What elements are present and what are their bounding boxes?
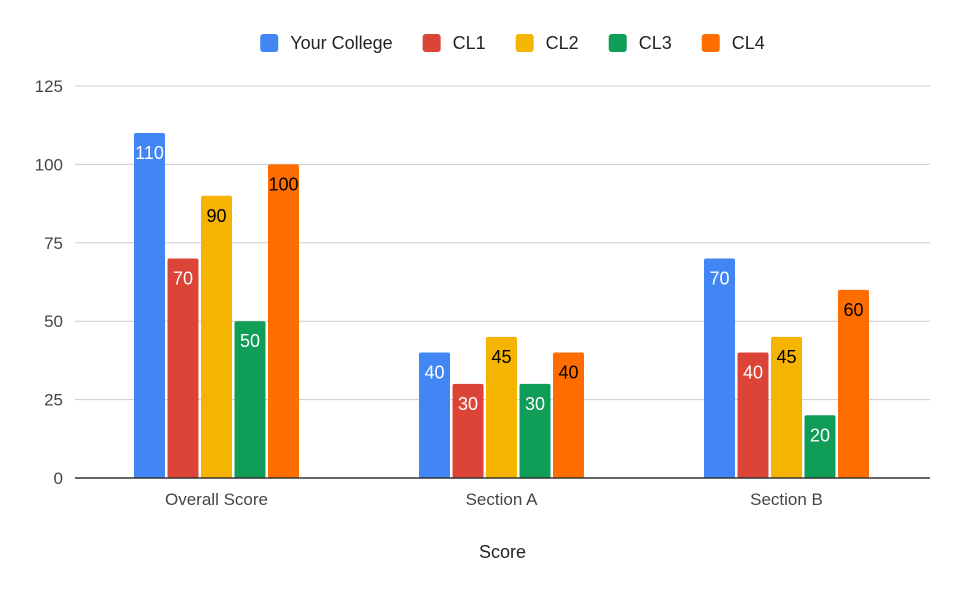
x-tick-label: Section A — [466, 490, 538, 509]
legend-label: CL1 — [453, 33, 486, 53]
bar-your-college — [419, 352, 450, 478]
bar-cl4 — [268, 164, 299, 478]
y-tick-label: 0 — [54, 469, 63, 488]
data-labels: 110 70 90 50 100 40 30 45 30 40 70 40 45 20 60 — [135, 143, 863, 445]
data-label: 30 — [458, 394, 478, 414]
legend-item-your-college[interactable]: Your College — [260, 33, 393, 53]
y-tick-label: 25 — [44, 391, 63, 410]
y-axis-ticks: 0 25 50 75 100 125 — [35, 77, 63, 488]
bar-cl4 — [838, 289, 869, 478]
data-label: 90 — [206, 206, 226, 226]
data-label: 45 — [776, 347, 796, 367]
legend-swatch — [701, 34, 720, 52]
bars — [134, 133, 869, 479]
bar-cl2 — [486, 336, 517, 478]
data-label: 40 — [558, 363, 578, 383]
data-label: 110 — [135, 143, 164, 163]
data-label: 100 — [268, 174, 298, 194]
legend-item-cl1[interactable]: CL1 — [422, 33, 486, 53]
legend-swatch — [515, 34, 534, 52]
bar-your-college — [704, 258, 735, 478]
data-label: 30 — [525, 394, 545, 414]
x-tick-label: Overall Score — [165, 490, 268, 509]
bar-cl3 — [804, 415, 836, 478]
bar-cl1 — [737, 352, 769, 478]
x-tick-label: Section B — [750, 490, 823, 509]
x-axis-title: Score — [479, 542, 526, 562]
y-tick-label: 125 — [35, 77, 63, 96]
legend-swatch — [260, 34, 279, 52]
data-label: 70 — [709, 268, 729, 288]
bar-cl3 — [234, 321, 266, 478]
legend-swatch — [608, 34, 627, 52]
bar-cl1 — [167, 258, 199, 478]
legend-label: CL2 — [546, 33, 579, 53]
legend-swatch — [422, 34, 441, 52]
legend-item-cl4[interactable]: CL4 — [701, 33, 765, 53]
legend-label: CL4 — [732, 33, 765, 53]
bar-cl1 — [452, 383, 484, 478]
data-label: 20 — [810, 425, 830, 445]
bar-cl2 — [771, 336, 802, 478]
bar-cl2 — [201, 195, 232, 478]
bar-your-college — [134, 133, 165, 479]
data-label: 40 — [743, 363, 763, 383]
legend-label: CL3 — [639, 33, 672, 53]
bar-cl3 — [519, 383, 551, 478]
x-axis-ticks: Overall Score Section A Section B — [165, 490, 823, 509]
y-tick-label: 75 — [44, 234, 63, 253]
legend-item-cl2[interactable]: CL2 — [515, 33, 579, 53]
data-label: 60 — [843, 300, 863, 320]
legend-item-cl3[interactable]: CL3 — [608, 33, 672, 53]
data-label: 70 — [173, 268, 193, 288]
data-label: 50 — [240, 331, 260, 351]
legend: Your College CL1 CL2 CL3 CL4 — [260, 33, 765, 53]
bar-cl4 — [553, 352, 584, 478]
y-tick-label: 50 — [44, 312, 63, 331]
y-tick-label: 100 — [35, 155, 63, 174]
data-label: 45 — [491, 347, 511, 367]
data-label: 40 — [424, 363, 444, 383]
legend-label: Your College — [290, 33, 392, 53]
